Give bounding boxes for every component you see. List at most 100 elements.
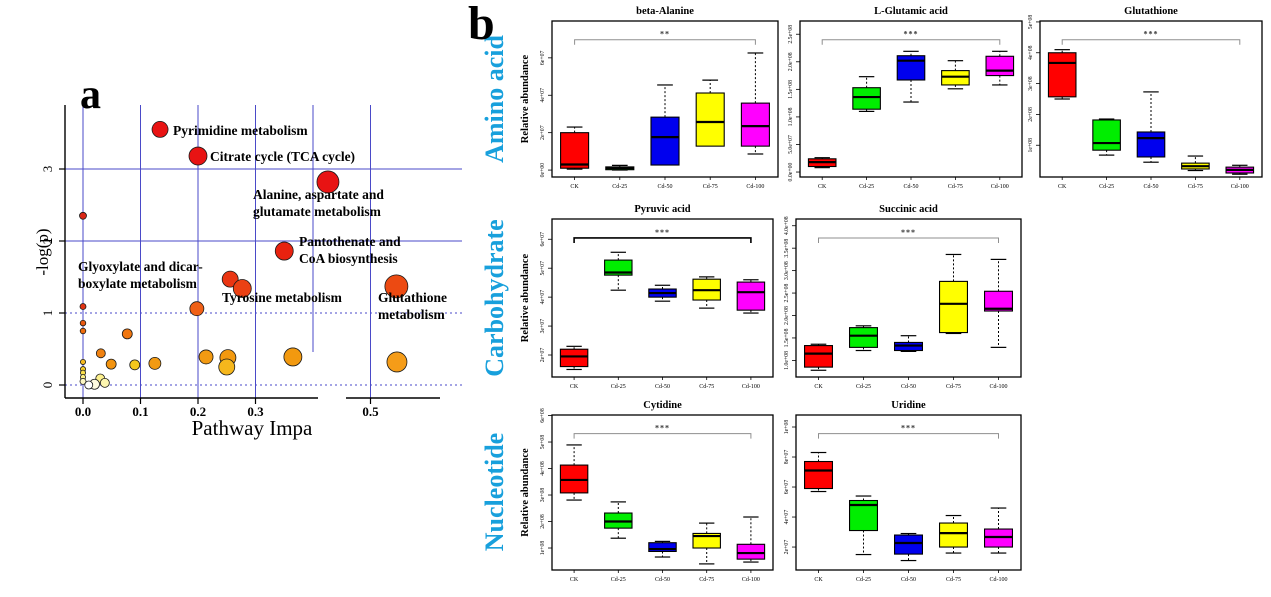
x-category-label: Cd-25 xyxy=(611,577,626,583)
significance-bracket xyxy=(574,39,756,45)
y-axis-title: -log(p) xyxy=(33,228,52,275)
significance-bracket xyxy=(573,433,752,439)
y-axis-title: Relative abundance xyxy=(520,253,531,342)
box-Cd-50 xyxy=(1136,91,1166,163)
pathway-bubble xyxy=(189,301,205,317)
x-category-label: Cd-50 xyxy=(1144,184,1159,190)
pathway-bubble xyxy=(384,274,409,299)
x-tick-label: 0.1 xyxy=(132,404,148,419)
pathway-bubble xyxy=(232,279,252,298)
y-tick-label: 6e+07 xyxy=(784,480,790,495)
x-category-label: Cd-50 xyxy=(904,184,919,190)
y-tick-label: 5e+08 xyxy=(540,435,546,450)
box-Cd-100 xyxy=(740,52,770,155)
box-Cd-75 xyxy=(938,514,968,554)
box-CK xyxy=(807,157,837,169)
pathway-annotation: Citrate cycle (TCA cycle) xyxy=(210,149,355,164)
chart-title: beta-Alanine xyxy=(636,6,694,17)
y-tick-label: 0.0e+00 xyxy=(788,162,794,181)
significance-stars: *** xyxy=(904,30,919,39)
box-Cd-25 xyxy=(604,251,633,291)
box-body xyxy=(803,460,833,490)
significance-stars: *** xyxy=(655,228,670,237)
significance-bracket xyxy=(818,433,999,439)
x-tick-label: 0.5 xyxy=(362,404,379,419)
box-CK xyxy=(803,451,833,493)
box-body xyxy=(740,102,770,147)
pathway-annotation: Glyoxylate and dicar- xyxy=(78,259,203,274)
y-axis-title: Relative abundance xyxy=(520,54,531,143)
pathway-bubble xyxy=(316,170,340,194)
chart-title: Glutathione xyxy=(1124,6,1178,17)
x-category-label: Cd-25 xyxy=(856,384,871,390)
y-tick-label: 1.0e+08 xyxy=(784,351,790,370)
box-body xyxy=(848,327,878,348)
pathway-bubble xyxy=(105,358,117,370)
x-category-label: Cd-25 xyxy=(612,184,627,190)
pathway-bubble xyxy=(121,328,133,340)
significance-bracket xyxy=(1061,39,1241,45)
box-Cd-100 xyxy=(985,50,1015,86)
boxplot-pyruvic-acid: Pyruvic acid 2e+07 3e+07 4e+07 5e+07 6e+07 Rel… xyxy=(520,204,774,390)
significance-bracket xyxy=(573,237,752,243)
chart-title: Pyruvic acid xyxy=(634,204,690,215)
significance-stars: *** xyxy=(655,424,670,433)
boxplot-l-glutamic-acid: L-Glutamic acid 0.0e+00 5.0e+07 1.0e+08 1.5e… xyxy=(788,6,1023,190)
x-axis-title: Pathway Impa xyxy=(192,416,313,440)
box-Cd-25 xyxy=(604,501,633,539)
box-body xyxy=(604,259,633,276)
box-body xyxy=(1047,52,1077,98)
plot-frame xyxy=(799,20,1023,178)
x-tick-label: 0.0 xyxy=(75,404,91,419)
x-category-label: Cd-75 xyxy=(1188,184,1203,190)
box-Cd-25 xyxy=(852,76,881,113)
panel-b-label: b xyxy=(468,0,495,50)
panel-a-label: a xyxy=(80,72,101,118)
box-body xyxy=(559,348,589,368)
pathway-bubble xyxy=(79,377,87,385)
x-category-label: Cd-50 xyxy=(655,577,670,583)
y-tick-label: 1e+08 xyxy=(540,541,546,556)
box-body xyxy=(985,55,1015,77)
box-body xyxy=(1092,119,1121,151)
box-Cd-75 xyxy=(692,276,721,309)
boxplot-uridine: Uridine 2e+07 4e+07 6e+07 8e+07 1e+08 CK Cd-25 C… xyxy=(784,400,1022,583)
pathway-annotation: Pantothenate and xyxy=(299,234,401,249)
box-body xyxy=(938,280,968,334)
x-category-label: Cd-50 xyxy=(901,577,916,583)
box-body xyxy=(893,534,923,555)
box-CK xyxy=(559,345,589,371)
pathway-bubble xyxy=(79,303,87,310)
box-body xyxy=(736,543,766,560)
y-tick-label: 4e+07 xyxy=(540,290,546,305)
significance-stars: *** xyxy=(1144,30,1159,39)
x-category-label: CK xyxy=(814,577,823,583)
y-tick-label: 2.5e+08 xyxy=(788,25,794,44)
y-tick-label: 1.5e+08 xyxy=(788,80,794,99)
box-Cd-100 xyxy=(736,279,766,314)
pathway-bubble xyxy=(95,348,106,359)
y-tick-label: 3e+08 xyxy=(540,488,546,503)
x-category-label: CK xyxy=(570,577,579,583)
x-category-label: Cd-50 xyxy=(901,384,916,390)
box-CK xyxy=(560,126,590,170)
y-tick-label: 0e+00 xyxy=(540,163,546,178)
box-Cd-100 xyxy=(983,258,1013,348)
x-category-label: Cd-50 xyxy=(658,184,673,190)
box-Cd-75 xyxy=(692,522,721,565)
y-tick-label: 1 xyxy=(40,310,55,317)
box-Cd-75 xyxy=(695,79,725,147)
significance-stars: ** xyxy=(660,30,670,39)
y-tick-label: 4e+07 xyxy=(784,510,790,525)
y-tick-label: 1e+08 xyxy=(784,420,790,435)
pathway-bubble xyxy=(151,120,169,138)
x-category-label: Cd-25 xyxy=(859,184,874,190)
pathway-annotation: glutamate metabolism xyxy=(253,204,382,219)
box-Cd-25 xyxy=(605,164,635,171)
box-body xyxy=(938,522,968,548)
box-Cd-25 xyxy=(1092,118,1121,156)
x-category-label: Cd-75 xyxy=(946,384,961,390)
significance-stars: *** xyxy=(901,424,916,433)
box-body xyxy=(695,92,725,147)
